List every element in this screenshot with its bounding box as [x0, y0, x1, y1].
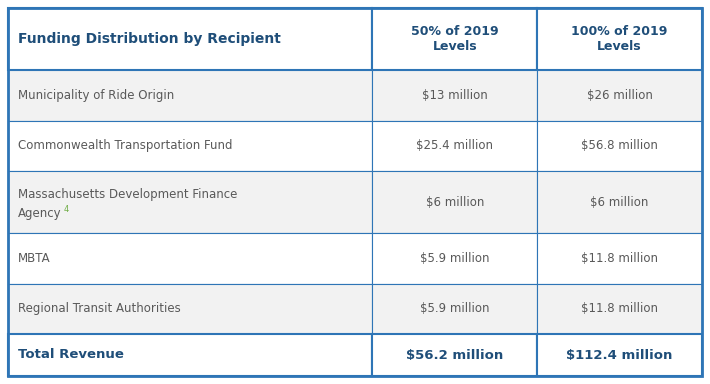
- Text: $11.8 million: $11.8 million: [581, 302, 658, 315]
- Bar: [372, 121, 537, 171]
- Text: Total Revenue: Total Revenue: [18, 349, 124, 361]
- Bar: [537, 283, 702, 334]
- Text: Regional Transit Authorities: Regional Transit Authorities: [18, 302, 181, 315]
- Text: $56.8 million: $56.8 million: [581, 139, 658, 152]
- Bar: [8, 283, 372, 334]
- Bar: [8, 233, 372, 283]
- Bar: [537, 171, 702, 233]
- Bar: [8, 70, 372, 121]
- Bar: [537, 233, 702, 283]
- Text: $5.9 million: $5.9 million: [420, 252, 489, 265]
- Bar: [372, 233, 537, 283]
- Text: 4: 4: [64, 205, 70, 214]
- Text: $26 million: $26 million: [586, 89, 652, 102]
- Bar: [372, 283, 537, 334]
- Text: Agency: Agency: [18, 207, 62, 220]
- Bar: [537, 121, 702, 171]
- Text: $25.4 million: $25.4 million: [416, 139, 493, 152]
- Bar: [372, 334, 537, 376]
- Text: Massachusetts Development Finance: Massachusetts Development Finance: [18, 188, 237, 201]
- Text: $6 million: $6 million: [591, 195, 649, 209]
- Text: $13 million: $13 million: [422, 89, 488, 102]
- Text: Municipality of Ride Origin: Municipality of Ride Origin: [18, 89, 174, 102]
- Text: Commonwealth Transportation Fund: Commonwealth Transportation Fund: [18, 139, 232, 152]
- Bar: [8, 334, 372, 376]
- Bar: [8, 121, 372, 171]
- Text: MBTA: MBTA: [18, 252, 50, 265]
- Text: $112.4 million: $112.4 million: [567, 349, 673, 361]
- Bar: [537, 8, 702, 70]
- Text: 50% of 2019
Levels: 50% of 2019 Levels: [411, 25, 498, 53]
- Bar: [372, 171, 537, 233]
- Text: $5.9 million: $5.9 million: [420, 302, 489, 315]
- Bar: [537, 70, 702, 121]
- Text: 100% of 2019
Levels: 100% of 2019 Levels: [572, 25, 668, 53]
- Bar: [372, 70, 537, 121]
- Text: $6 million: $6 million: [425, 195, 484, 209]
- Bar: [8, 171, 372, 233]
- Bar: [372, 8, 537, 70]
- Text: $11.8 million: $11.8 million: [581, 252, 658, 265]
- Bar: [537, 334, 702, 376]
- Bar: [8, 8, 372, 70]
- Text: Funding Distribution by Recipient: Funding Distribution by Recipient: [18, 32, 281, 46]
- Text: $56.2 million: $56.2 million: [406, 349, 503, 361]
